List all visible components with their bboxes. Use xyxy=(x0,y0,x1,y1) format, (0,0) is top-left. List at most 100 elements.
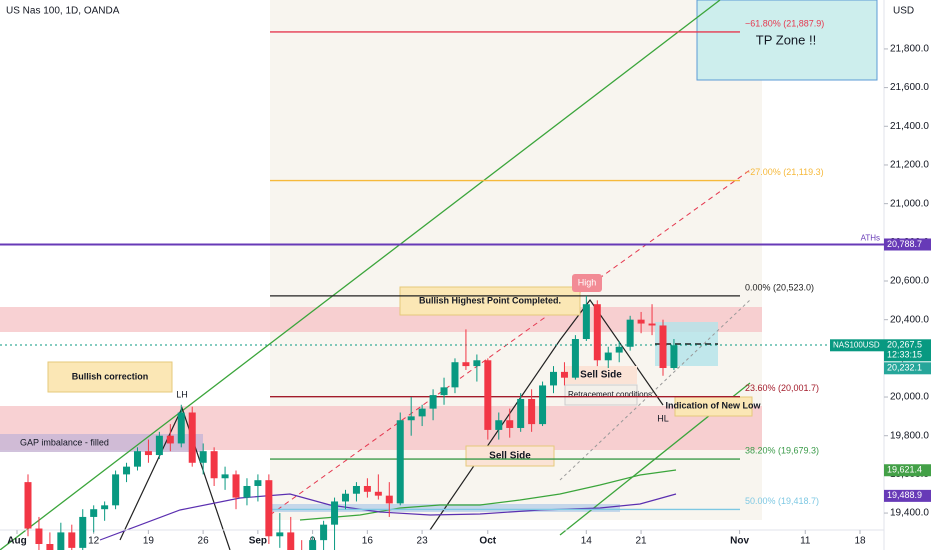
tp-zone-box xyxy=(696,0,878,81)
symbol-label: NAS100USD xyxy=(833,340,880,349)
candle-body xyxy=(90,509,98,517)
candle-body xyxy=(177,412,185,444)
candle-body xyxy=(593,304,601,361)
price-badge xyxy=(884,362,931,375)
note: Bullish correction xyxy=(72,371,149,381)
candle-body xyxy=(112,474,120,506)
x-tick-label: 18 xyxy=(854,536,866,547)
candle-body xyxy=(309,540,317,550)
price-badge-label: 19,488.9 xyxy=(887,490,922,500)
drawings xyxy=(0,0,884,550)
candle-body xyxy=(648,323,656,326)
candle-body xyxy=(155,435,163,456)
x-tick-label: 26 xyxy=(198,536,210,547)
candle-body xyxy=(407,416,415,421)
candle-body xyxy=(670,345,678,369)
candle-body xyxy=(352,485,360,494)
candle-body xyxy=(210,451,218,479)
candle-body xyxy=(265,480,273,537)
note: Sell Side xyxy=(580,370,622,381)
x-tick-label: 14 xyxy=(581,536,593,547)
candle-body xyxy=(440,387,448,396)
y-tick-label: 21,000.0 xyxy=(890,198,929,209)
candle-body xyxy=(451,362,459,388)
dashed-line xyxy=(559,299,751,481)
chart-title: US Nas 100, 1D, OANDA xyxy=(6,6,120,17)
candle-body xyxy=(517,398,525,428)
candle-body xyxy=(331,501,339,525)
y-tick-label: 21,600.0 xyxy=(890,82,929,93)
swing-line xyxy=(429,298,664,531)
candle-body xyxy=(101,505,109,510)
candle-body xyxy=(429,395,437,409)
x-tick-label: 23 xyxy=(417,536,429,547)
candle-body xyxy=(46,544,54,550)
candle-body xyxy=(133,451,141,467)
note: LH xyxy=(176,389,188,399)
note: Sell Side xyxy=(489,451,531,462)
note-box xyxy=(465,445,555,467)
fib-label: 0.00% (20,523.0) xyxy=(745,282,814,292)
x-tick-label: 16 xyxy=(362,536,374,547)
candle-body xyxy=(221,474,229,479)
y-tick-label: 19,800.0 xyxy=(890,430,929,441)
candle-body xyxy=(57,532,65,550)
y-tick-label: 21,200.0 xyxy=(890,160,929,171)
note: High xyxy=(578,277,597,287)
note-box xyxy=(399,286,581,316)
x-tick-label: 21 xyxy=(635,536,647,547)
candle-body xyxy=(199,451,207,463)
candle-body xyxy=(188,412,196,463)
candle-body xyxy=(582,304,590,340)
note: GAP imbalance - filled xyxy=(20,437,109,447)
candle-body xyxy=(615,346,623,353)
x-tick-label: Oct xyxy=(479,536,496,547)
candle-body xyxy=(550,371,558,386)
candle-body xyxy=(560,371,568,378)
candle-body xyxy=(626,319,634,347)
note: Indication of New Low xyxy=(666,400,762,410)
candle-body xyxy=(484,360,492,430)
candle-body xyxy=(396,420,404,504)
note-box xyxy=(564,384,638,406)
trend-line xyxy=(0,0,721,550)
note-box xyxy=(565,366,637,384)
y-tick-label: 19,400.0 xyxy=(890,508,929,519)
price-countdown: 12:33:15 xyxy=(887,350,922,360)
candle-body xyxy=(79,516,87,548)
candle-body xyxy=(539,385,547,425)
y-tick-label: 20,400.0 xyxy=(890,314,929,325)
candle-body xyxy=(473,360,481,367)
x-tick-label: 19 xyxy=(143,536,155,547)
candle-body xyxy=(604,352,612,361)
price-badge-label: 19,621.4 xyxy=(887,465,922,475)
moving-average xyxy=(99,493,677,541)
candle-body xyxy=(506,420,514,428)
x-tick-label: 12 xyxy=(88,536,100,547)
candle-body xyxy=(418,408,426,417)
candle-body xyxy=(637,319,645,324)
candle-body xyxy=(287,532,295,550)
note: HL xyxy=(657,413,669,423)
candle-body xyxy=(166,435,174,444)
price-badge xyxy=(884,339,931,362)
candle-body xyxy=(243,485,251,498)
supply-zone xyxy=(0,307,762,332)
candle-body xyxy=(232,474,240,498)
candle-body xyxy=(495,420,503,430)
candle-body xyxy=(123,466,131,475)
candle-body xyxy=(571,339,579,378)
candle-body xyxy=(528,398,536,425)
x-tick-label: Nov xyxy=(730,536,749,547)
price-badge xyxy=(884,238,931,251)
fib-label: −61.80% (21,887.9) xyxy=(745,18,824,28)
note: Retracement conditions. xyxy=(568,390,654,399)
note: Bullish Highest Point Completed. xyxy=(419,295,561,305)
price-badge xyxy=(884,489,931,502)
candle-body xyxy=(68,532,76,548)
candle-body xyxy=(276,532,284,537)
symbol-badge xyxy=(830,339,884,352)
candle-body xyxy=(35,528,43,545)
fib-label: 38.20% (19,679.3) xyxy=(745,445,819,455)
